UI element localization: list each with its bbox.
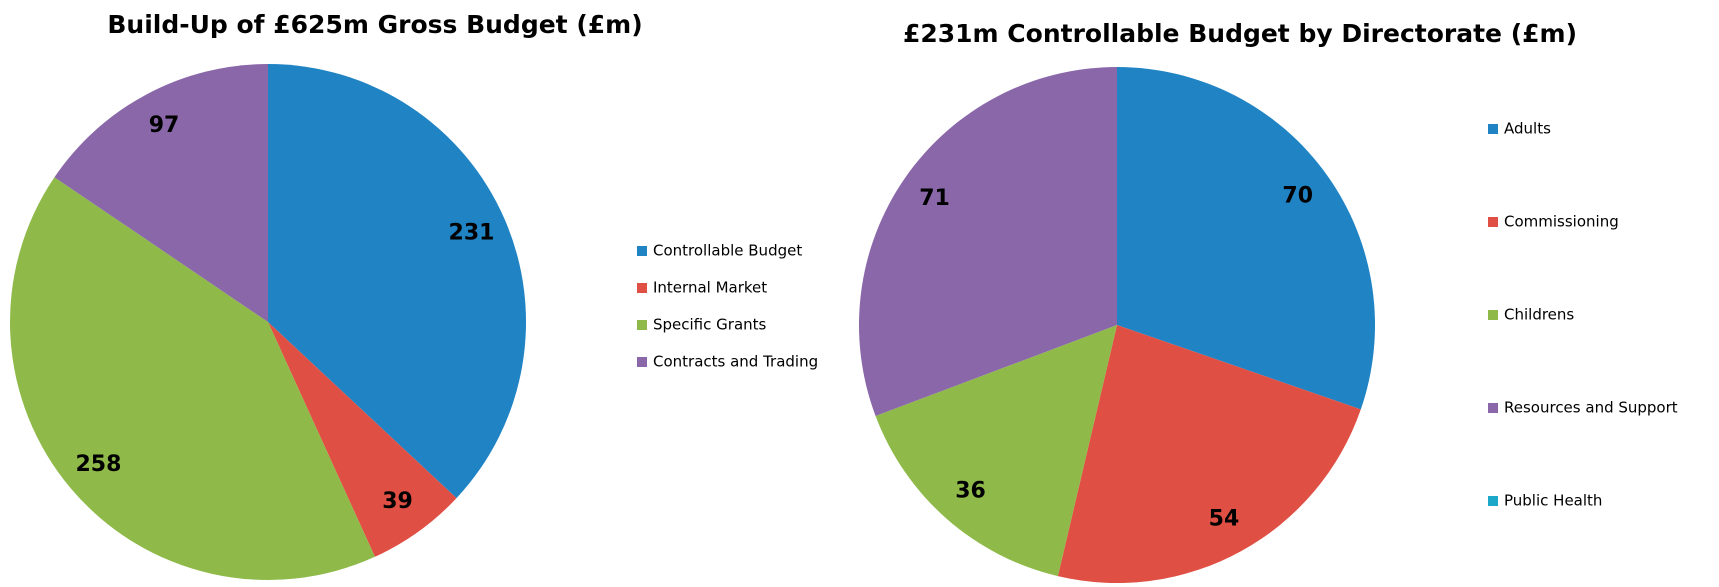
legend-swatch bbox=[637, 246, 647, 256]
legend-swatch bbox=[637, 320, 647, 330]
legend-swatch bbox=[1488, 403, 1498, 413]
data-label: 97 bbox=[149, 113, 180, 138]
pie-slice bbox=[10, 177, 375, 581]
legend-label: Adults bbox=[1504, 120, 1551, 138]
pie-slice bbox=[1117, 67, 1375, 410]
legend-swatch bbox=[1488, 310, 1498, 320]
data-label: 71 bbox=[919, 186, 950, 211]
legend-label: Commissioning bbox=[1504, 213, 1619, 231]
legend-swatch bbox=[637, 357, 647, 367]
legend-swatch bbox=[1488, 496, 1498, 506]
legend-swatch bbox=[1488, 124, 1498, 134]
data-label: 36 bbox=[955, 479, 986, 504]
chart-title: Build-Up of £625m Gross Budget (£m) bbox=[107, 10, 642, 39]
data-label: 231 bbox=[449, 221, 495, 246]
pie-slice bbox=[859, 67, 1117, 416]
legend-label: Resources and Support bbox=[1504, 399, 1678, 417]
legend-label: Childrens bbox=[1504, 306, 1574, 324]
legend-label: Controllable Budget bbox=[653, 242, 802, 260]
legend-swatch bbox=[637, 283, 647, 293]
legend-label: Contracts and Trading bbox=[653, 353, 818, 371]
legend-swatch bbox=[1488, 217, 1498, 227]
data-label: 70 bbox=[1282, 183, 1313, 208]
legend-label: Specific Grants bbox=[653, 316, 767, 334]
data-label: 258 bbox=[76, 452, 122, 477]
pie-slice bbox=[1057, 325, 1361, 584]
legend-label: Internal Market bbox=[653, 279, 767, 297]
chart-title: £231m Controllable Budget by Directorate… bbox=[903, 19, 1577, 48]
pie-slice bbox=[268, 322, 457, 557]
pie-slice bbox=[875, 325, 1117, 577]
data-label: 39 bbox=[382, 489, 413, 514]
pie-slice bbox=[54, 64, 268, 322]
data-label: 54 bbox=[1209, 506, 1240, 531]
pie-slice bbox=[268, 64, 526, 499]
legend-label: Public Health bbox=[1504, 492, 1602, 510]
